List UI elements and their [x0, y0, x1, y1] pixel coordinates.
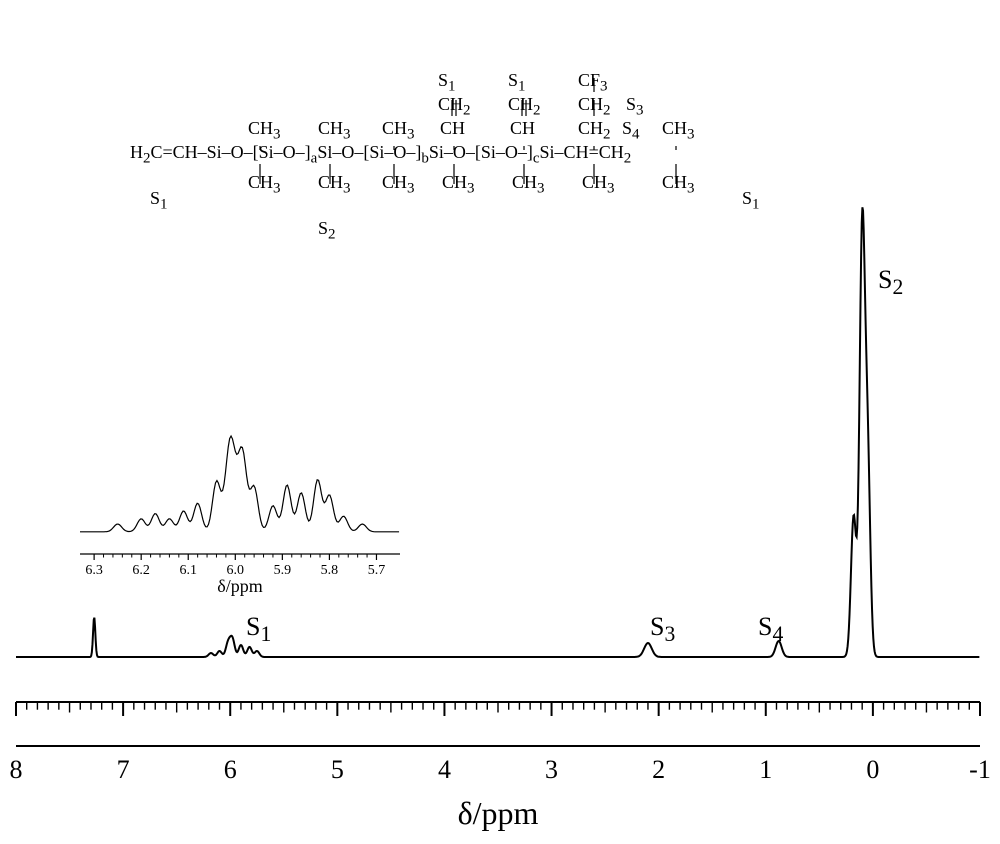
structure-fragment: CH: [440, 118, 465, 139]
peak-label: S4: [758, 612, 783, 647]
xaxis-tick-label: 0: [866, 755, 879, 784]
peak-label: S2: [878, 265, 903, 300]
structure-fragment: CH3: [318, 172, 351, 198]
structure-fragment: CH3: [512, 172, 545, 198]
peak-label: S3: [650, 612, 675, 647]
structure-fragment: CH: [510, 118, 535, 139]
svg-text:6.3: 6.3: [85, 563, 103, 578]
structure-fragment: CH2: [578, 118, 611, 144]
spectrum-trace: [16, 207, 979, 657]
svg-text:6.2: 6.2: [132, 563, 150, 578]
structure-fragment: S1: [150, 188, 168, 214]
structure-fragment: CH3: [318, 118, 351, 144]
structure-fragment: S4: [622, 118, 640, 144]
structure-fragment: CH2: [508, 94, 541, 120]
xaxis-tick-label: 3: [545, 755, 558, 784]
xaxis-tick-label: 2: [652, 755, 665, 784]
structure-fragment: S2: [318, 218, 336, 244]
peak-label: S1: [246, 612, 271, 647]
xaxis-tick-label: -1: [969, 755, 991, 784]
structure-fragment: CH2: [578, 94, 611, 120]
structure-fragment: CH3: [382, 118, 415, 144]
xaxis-tick-label: 7: [117, 755, 130, 784]
xaxis-label: δ/ppm: [458, 795, 539, 831]
xaxis-tick-label: 1: [759, 755, 772, 784]
svg-text:6.1: 6.1: [179, 563, 197, 578]
svg-text:5.8: 5.8: [321, 563, 339, 578]
svg-text:5.7: 5.7: [368, 563, 386, 578]
xaxis-tick-label: 4: [438, 755, 451, 784]
structure-fragment: CH3: [662, 172, 695, 198]
structure-fragment: CH3: [248, 118, 281, 144]
svg-text:5.9: 5.9: [274, 563, 292, 578]
structure-fragment: S1: [742, 188, 760, 214]
structure-fragment: CH3: [662, 118, 695, 144]
structure-fragment: CH3: [442, 172, 475, 198]
xaxis-tick-label: 8: [10, 755, 23, 784]
structure-fragment: CH3: [248, 172, 281, 198]
structure-fragment: S3: [626, 94, 644, 120]
structure-fragment: CF3: [578, 70, 608, 96]
xaxis-tick-label: 6: [224, 755, 237, 784]
structure-fragment: CH3: [582, 172, 615, 198]
nmr-spectrum-figure: 876543210-1δ/ppm6.36.26.16.05.95.85.7δ/p…: [0, 0, 1000, 844]
xaxis-tick-label: 5: [331, 755, 344, 784]
structure-fragment: H2C=CH–Si–O–[Si–O–]aSi–O–[Si–O–]bSi–O–[S…: [130, 142, 631, 168]
structure-fragment: CH2: [438, 94, 471, 120]
structure-fragment: S1: [438, 70, 456, 96]
inset-xaxis-label: δ/ppm: [217, 576, 262, 596]
inset-spectrum: 6.36.26.16.05.95.85.7δ/ppm: [80, 436, 400, 596]
structure-fragment: CH3: [382, 172, 415, 198]
structure-fragment: S1: [508, 70, 526, 96]
